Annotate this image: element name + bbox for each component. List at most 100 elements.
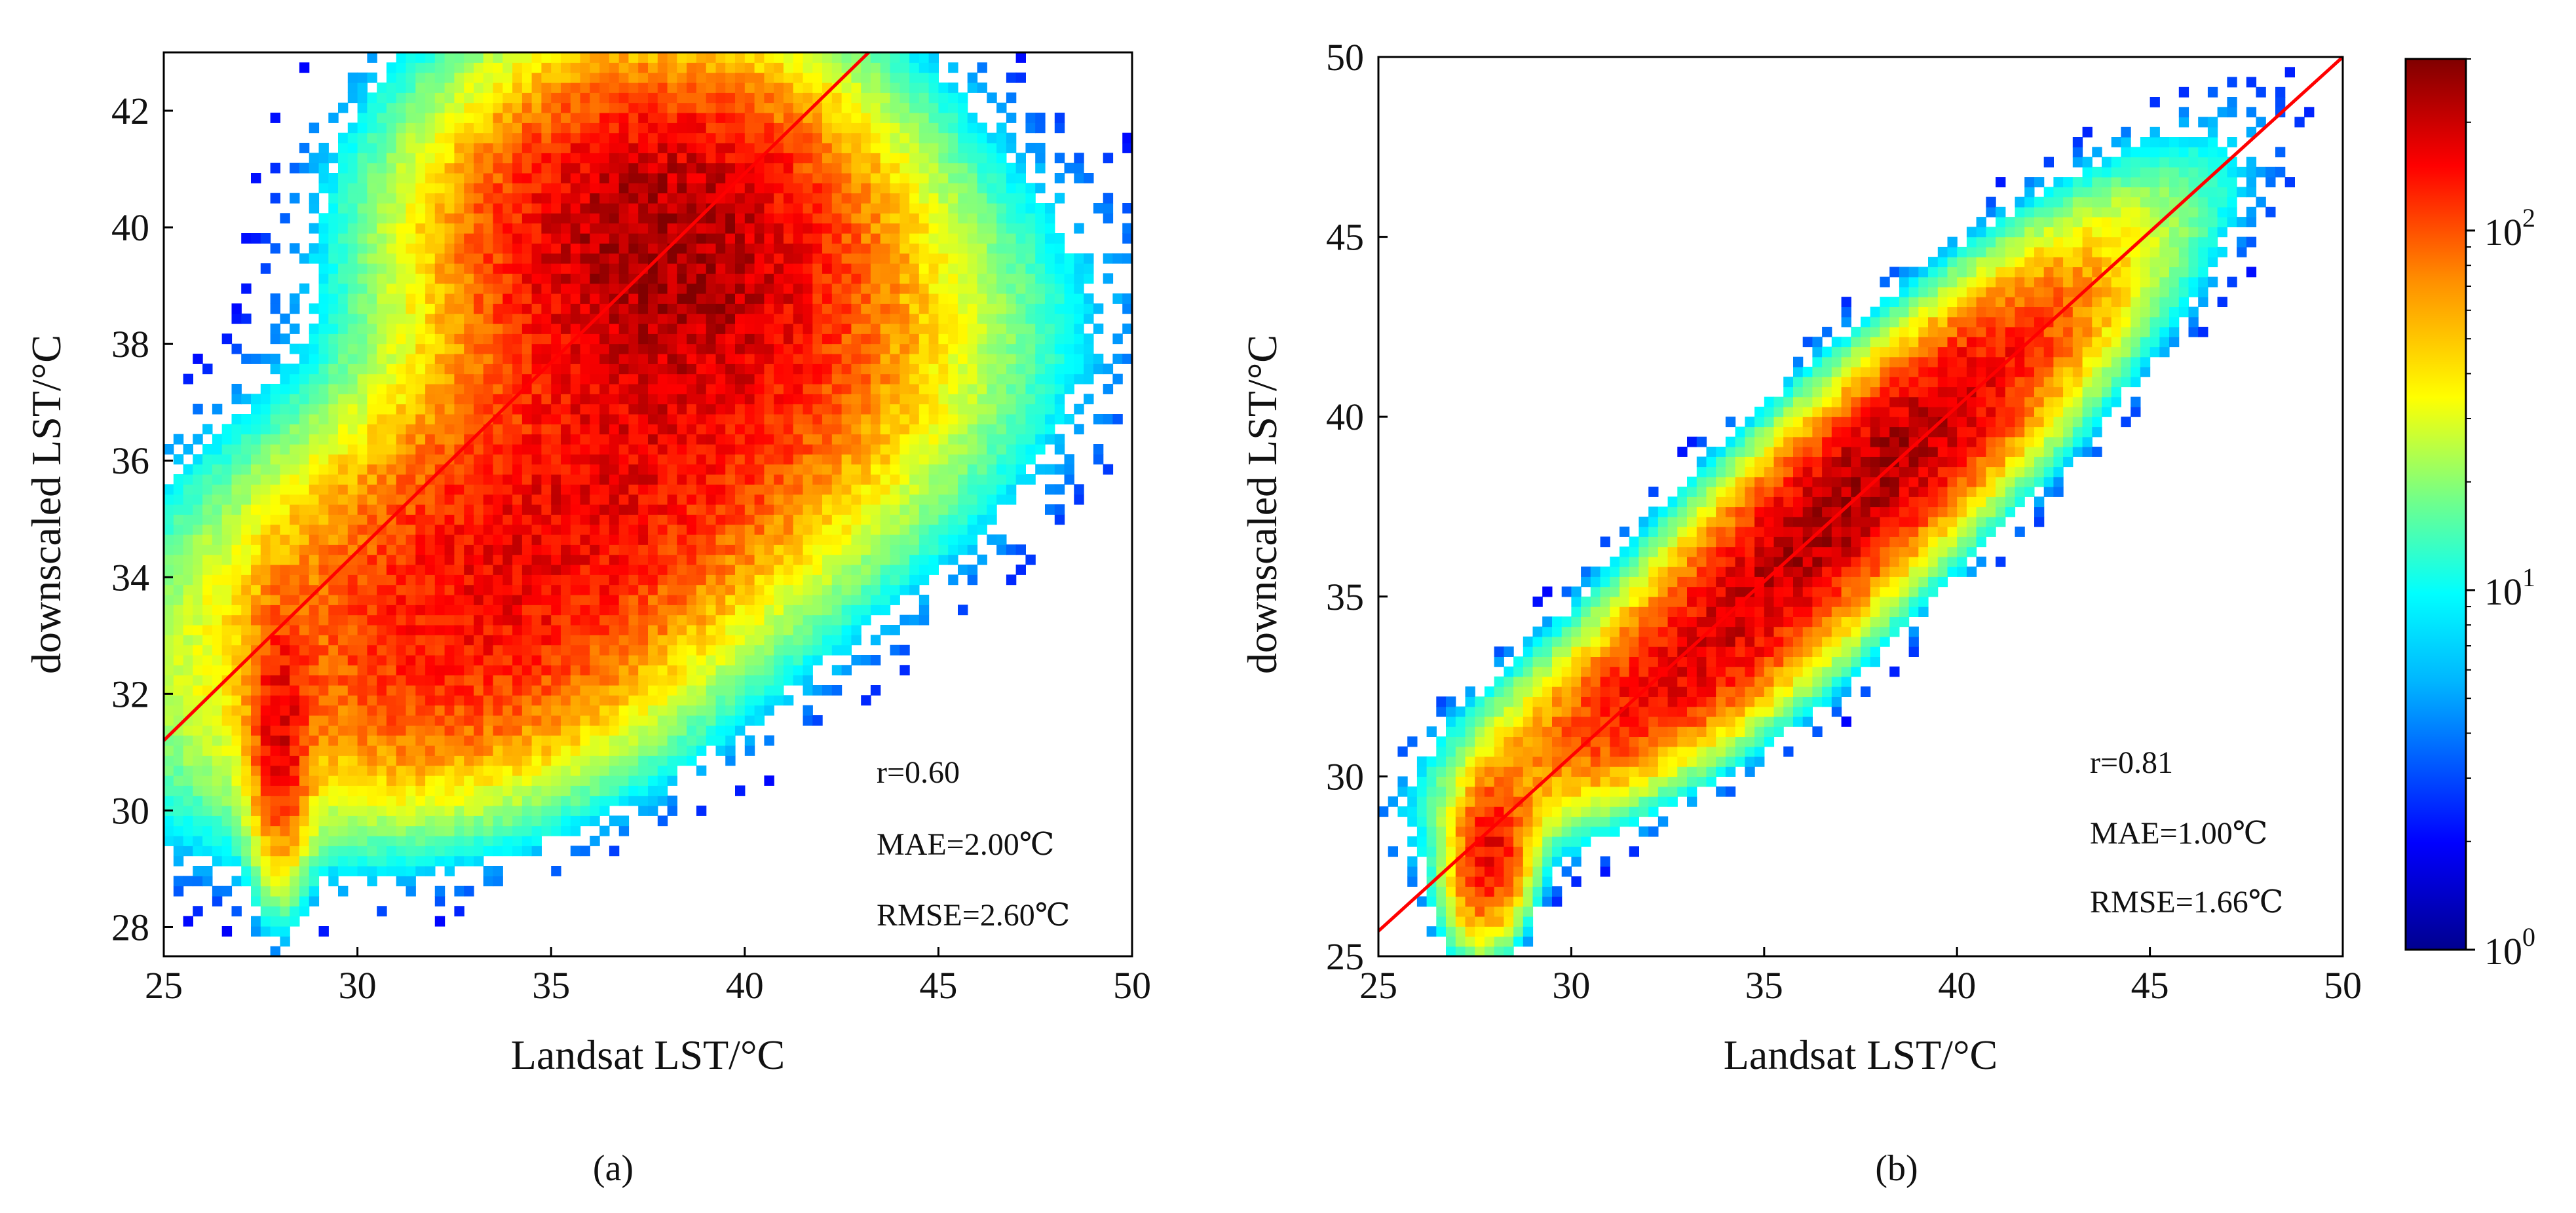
density-cell [299,785,310,796]
density-cell [406,183,416,194]
density-cell [512,534,523,545]
density-cell [444,384,455,394]
density-cell [687,584,697,595]
density-cell [744,524,755,535]
density-cell [183,504,193,515]
density-cell [434,584,445,595]
density-cell [541,92,552,103]
density-cell [531,113,542,123]
density-cell [483,434,494,445]
density-cell [251,785,261,796]
density-cell [493,494,503,505]
density-cell [783,233,794,244]
density-cell [299,685,310,696]
density-cell [328,373,339,384]
density-cell [803,52,813,63]
density-cell [396,253,407,264]
density-cell [260,655,271,665]
density-cell [735,464,746,475]
density-cell [357,554,368,565]
density-cell [444,584,455,595]
density-cell [415,836,426,846]
density-cell [744,504,755,515]
density-cell [338,354,349,364]
density-cell [270,324,280,334]
density-cell [599,514,610,525]
density-cell [570,454,581,465]
density-cell [580,454,590,465]
density-cell [735,444,746,455]
density-cell [454,745,464,756]
density-cell [667,655,677,665]
density-cell [638,113,649,123]
density-cell [822,565,833,575]
density-cell [541,605,552,616]
density-cell [318,705,329,716]
density-cell [464,223,474,234]
density-cell [521,113,533,123]
density-cell [396,273,407,284]
density-cell [474,614,484,625]
density-cell [677,464,687,475]
density-cell [318,765,329,776]
density-cell [270,484,280,495]
density-cell [396,72,407,83]
density-cell [638,324,649,334]
density-cell [164,765,174,776]
density-cell [377,193,387,204]
density-cell [570,614,581,625]
density-cell [822,223,833,234]
density-cell [744,193,755,204]
density-cell [764,324,774,334]
density-cell [735,494,746,505]
density-cell [599,565,610,575]
density-cell [657,143,668,153]
density-cell [793,514,804,525]
density-cell [638,72,649,83]
density-cell [609,92,620,103]
density-cell [618,464,630,475]
density-cell [290,504,300,515]
density-cell [754,364,765,375]
density-cell [696,173,707,183]
density-cell [328,685,339,696]
density-cell [764,303,774,314]
density-cell [638,62,649,73]
density-cell [667,83,677,93]
density-cell [406,434,416,445]
density-cell [309,444,320,455]
density-cell [173,765,184,776]
density-cell [425,364,436,375]
density-cell [618,303,630,314]
density-cell [493,534,503,545]
density-cell [483,213,494,224]
density-cell [512,333,523,345]
density-cell [822,595,833,605]
density-cell [599,203,610,214]
density-cell [270,354,280,364]
density-cell [280,725,290,736]
density-cell [609,273,620,284]
density-cell [667,494,677,505]
density-cell [638,424,649,435]
density-cell [328,635,339,646]
density-cell [241,715,252,726]
density-cell [841,193,852,204]
density-cell [502,143,513,153]
density-cell [657,414,668,424]
density-cell [493,625,503,635]
density-cell [677,414,687,424]
density-cell [512,846,523,857]
density-cell [590,354,600,364]
density-cell [561,233,571,244]
density-cell [648,675,658,686]
density-cell [580,223,590,234]
density-cell [415,755,426,766]
density-cell [696,223,707,234]
density-cell [444,273,455,284]
density-cell [793,584,804,595]
density-cell [493,303,503,314]
density-cell [241,424,252,435]
density-cell [803,354,813,364]
density-cell [541,614,552,625]
